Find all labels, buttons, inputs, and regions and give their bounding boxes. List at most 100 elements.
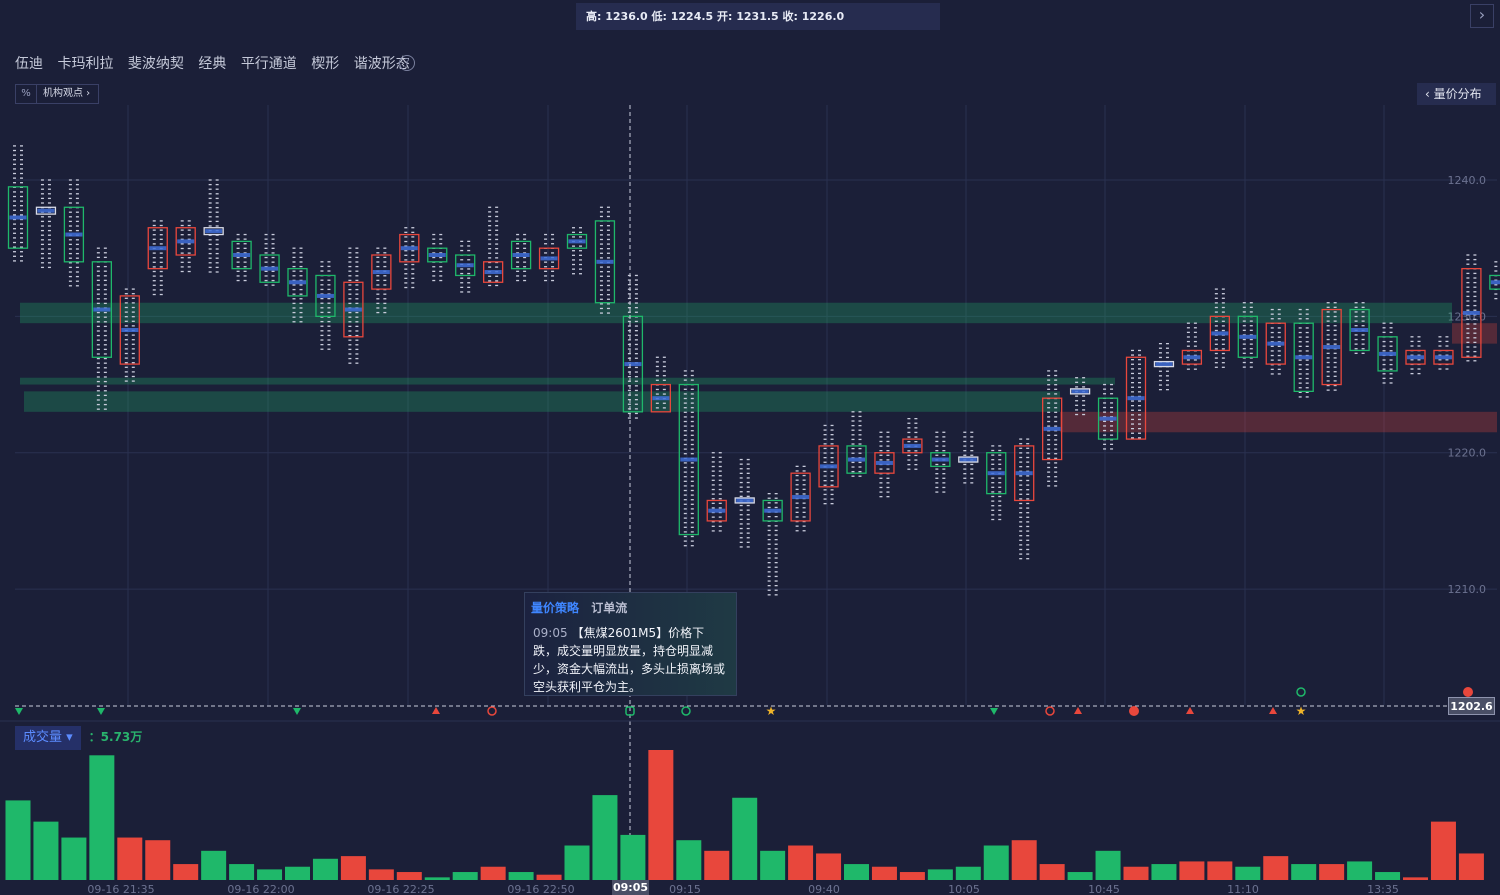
volume-node: [1267, 341, 1285, 346]
volume-bar: [788, 845, 814, 880]
tool-fibonacci[interactable]: 斐波纳契: [127, 56, 184, 72]
institution-view-button[interactable]: % 机构观点 ›: [15, 84, 99, 104]
volume-node: [1239, 334, 1257, 339]
candle-body: [287, 267, 308, 297]
volume-node: [93, 307, 111, 312]
volume-bar: [396, 872, 422, 880]
volume-bar: [536, 874, 562, 880]
tool-harmonic[interactable]: 谐波形态: [353, 56, 410, 72]
volume-node: [9, 215, 27, 220]
volume-node: [959, 457, 977, 462]
volume-node: [484, 270, 502, 275]
tooltip-time: 09:05: [533, 626, 568, 640]
percent-icon: %: [16, 85, 37, 103]
collapse-panel-button[interactable]: ›: [1470, 4, 1494, 28]
volume-node: [1434, 355, 1452, 360]
current-price-tag: 1202.6: [1448, 697, 1495, 715]
up-signal-icon: [432, 707, 440, 714]
candle-body: [455, 254, 476, 277]
candle-body: [566, 233, 588, 249]
candle-body: [35, 206, 57, 215]
volume-bar: [955, 866, 981, 880]
candle-body: [1125, 356, 1147, 440]
candle-body: [930, 452, 951, 468]
candle-body: [1097, 397, 1119, 440]
volume-bar: [508, 872, 534, 880]
tool-classic[interactable]: 经典: [198, 56, 227, 72]
buy-close-signal-icon: [1296, 687, 1306, 697]
volume-node: [792, 495, 810, 500]
volume-bar: [285, 866, 310, 880]
time-axis-label: 09-16 22:25: [367, 883, 434, 895]
help-icon[interactable]: ?: [399, 55, 415, 71]
volume-node: [987, 471, 1005, 476]
volume-indicator-select[interactable]: 成交量 ▾: [15, 726, 81, 750]
volume-node: [316, 293, 334, 298]
tool-camarilla[interactable]: 卡玛利拉: [57, 56, 114, 72]
volume-node: [177, 239, 195, 244]
volume-node: [1211, 331, 1229, 336]
candle-body: [1405, 349, 1426, 365]
candle-body: [874, 452, 895, 474]
tab-order-flow[interactable]: 订单流: [591, 601, 628, 615]
volume-node: [848, 457, 865, 462]
volume-bar: [760, 850, 786, 880]
volume-bar: [1403, 877, 1428, 880]
volume-node: [680, 457, 698, 462]
volume-bar: [844, 864, 869, 880]
candle-body: [958, 456, 979, 463]
candle-body: [734, 497, 755, 504]
volume-header: 成交量 ▾ ：5.73万: [15, 726, 142, 750]
volume-bar: [117, 837, 143, 880]
volume-node: [708, 508, 726, 513]
tooltip-text: 【焦煤2601M5】价格下跌，成交量明显放量，持仓明显减少，资金大幅流出，多头止…: [533, 626, 726, 694]
candle-body: [818, 445, 839, 488]
volume-bar: [229, 864, 255, 880]
time-axis-label: 09:40: [808, 883, 840, 895]
candle-body: [119, 295, 140, 365]
candle-body: [762, 499, 783, 522]
volume-value: ：5.73万: [88, 730, 143, 744]
candle-body: [846, 445, 867, 474]
volume-node: [1407, 355, 1424, 360]
candle-body: [63, 206, 85, 263]
volume-bar: [1235, 866, 1261, 880]
tool-parallel-channel[interactable]: 平行通道: [240, 56, 297, 72]
volume-node: [931, 457, 949, 462]
candle-body: [1181, 349, 1203, 365]
up-signal-icon: [1074, 707, 1082, 714]
volume-bar: [676, 840, 702, 880]
buy-signal-icon: [1463, 687, 1473, 697]
drawing-tools-bar: 伍迪 卡玛利拉 斐波纳契 经典 平行通道 楔形 谐波形态: [15, 53, 420, 73]
candle-body: [203, 227, 224, 236]
up-signal-icon: [1186, 707, 1194, 714]
volume-node: [736, 498, 754, 503]
volume-node: [820, 464, 838, 469]
tool-woody[interactable]: 伍迪: [15, 56, 43, 72]
volume-node: [372, 270, 390, 275]
volume-node: [400, 246, 418, 251]
support-resistance-zone: [1060, 411, 1497, 433]
tab-volume-price-strategy[interactable]: 量价策略: [531, 601, 580, 615]
candle-body: [594, 220, 616, 304]
ohlc-readout: 高: 1236.0 低: 1224.5 开: 1231.5 收: 1226.0: [576, 3, 940, 30]
volume-bar: [89, 755, 115, 880]
volume-node: [344, 307, 362, 312]
volume-bar: [1151, 864, 1177, 880]
candle-body: [482, 261, 504, 283]
chevron-right-icon: ›: [1478, 5, 1486, 24]
price-axis-label: 1240.0: [1448, 174, 1487, 187]
sell-close-signal-icon: [487, 706, 497, 716]
candle-body: [790, 472, 811, 522]
candle-body: [175, 227, 196, 256]
volume-node: [1127, 396, 1145, 401]
down-signal-icon: [990, 708, 998, 715]
volume-bar: [1179, 861, 1205, 880]
volume-price-distribution-button[interactable]: ‹ 量价分布: [1417, 83, 1496, 105]
volume-bar: [312, 858, 338, 880]
candle-body: [343, 281, 364, 338]
volume-node: [1490, 280, 1500, 285]
strategy-tooltip: 量价策略 订单流 09:05 【焦煤2601M5】价格下跌，成交量明显放量，持仓明…: [524, 592, 737, 696]
tool-wedge[interactable]: 楔形: [311, 56, 340, 72]
